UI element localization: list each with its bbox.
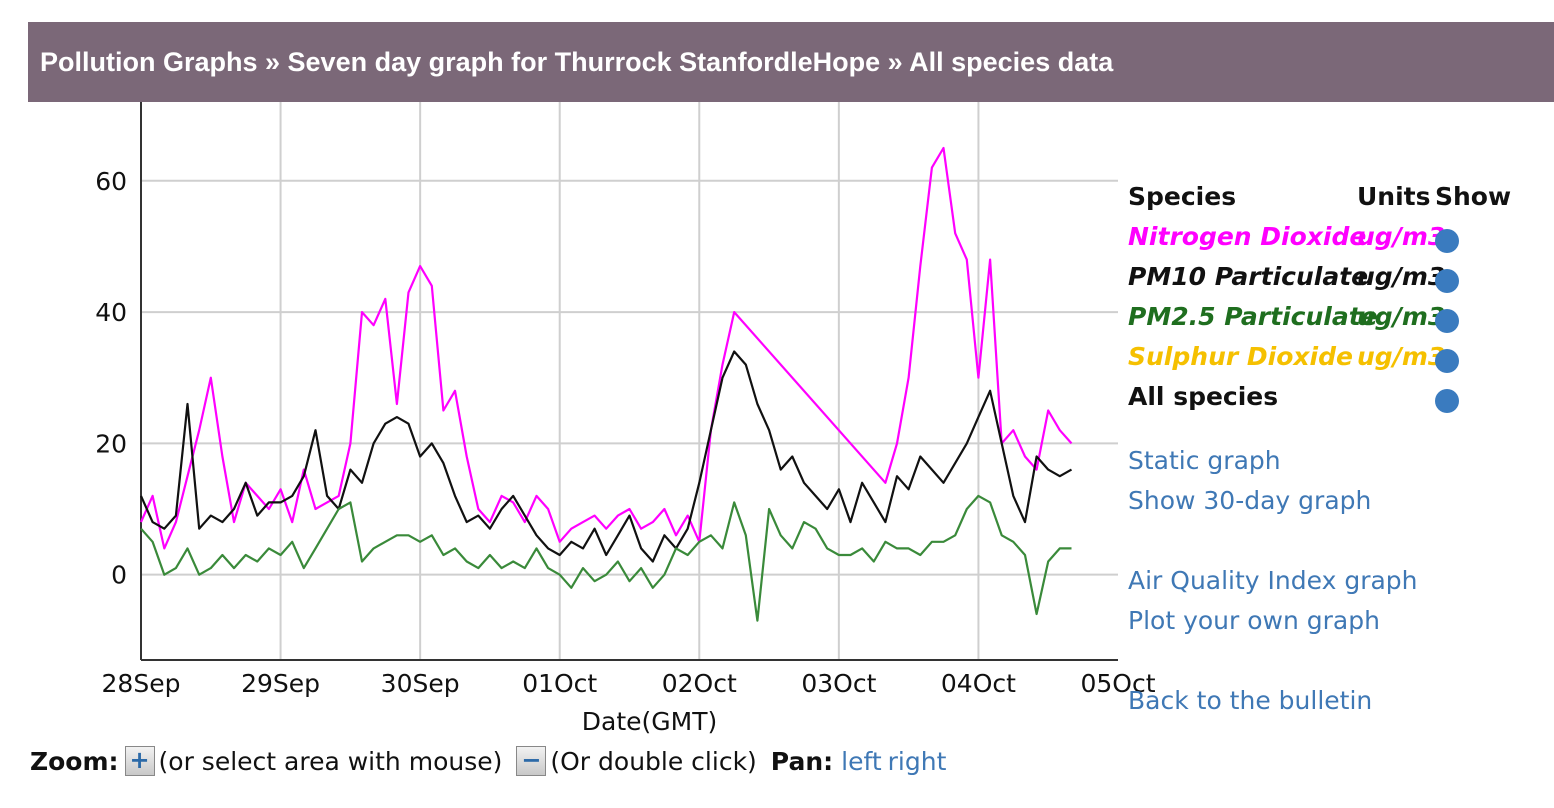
- show-toggle-sulphur-dioxide[interactable]: [1435, 349, 1459, 373]
- zoom-in-icon[interactable]: +: [124, 746, 155, 776]
- show-toggle-pm10[interactable]: [1435, 269, 1459, 293]
- legend-series-unit: ug/m3: [1357, 262, 1446, 291]
- show-30-day-graph-link[interactable]: Show 30-day graph: [1128, 486, 1372, 515]
- zoom-pan-bar: Zoom: + (or select area with mouse) − (O…: [30, 746, 946, 776]
- back-to-bulletin-link[interactable]: Back to the bulletin: [1128, 686, 1373, 715]
- page-title: Pollution Graphs » Seven day graph for T…: [40, 46, 1114, 77]
- legend-series-name: Nitrogen Dioxide: [1128, 222, 1367, 251]
- x-tick-label: 28Sep: [102, 669, 181, 698]
- legend-series-name: All species: [1128, 382, 1279, 411]
- x-tick-label: 29Sep: [241, 669, 320, 698]
- legend-series-name: PM10 Particulate: [1128, 262, 1369, 291]
- x-axis-title: Date(GMT): [582, 707, 717, 736]
- zoom-out-hint: (Or double click): [550, 746, 757, 776]
- page-title-bar: Pollution Graphs » Seven day graph for T…: [28, 22, 1554, 102]
- y-tick-label: 60: [95, 167, 127, 196]
- legend-header-units: Units: [1357, 182, 1431, 211]
- legend-series-unit: ug/m3: [1357, 302, 1446, 331]
- y-tick-label: 20: [95, 429, 127, 458]
- legend-series-name: Sulphur Dioxide: [1128, 342, 1353, 371]
- zoom-label: Zoom:: [30, 746, 119, 776]
- x-tick-label: 01Oct: [522, 669, 597, 698]
- static-graph-link[interactable]: Static graph: [1128, 446, 1281, 475]
- show-toggle-all-species[interactable]: [1435, 389, 1459, 413]
- legend-header-show: Show: [1435, 182, 1512, 211]
- y-tick-label: 40: [95, 298, 127, 327]
- air-quality-index-graph-link[interactable]: Air Quality Index graph: [1128, 566, 1418, 595]
- x-tick-label: 03Oct: [801, 669, 876, 698]
- show-toggle-pm25[interactable]: [1435, 309, 1459, 333]
- y-tick-label: 0: [111, 561, 127, 590]
- pan-left-link[interactable]: left: [841, 746, 882, 776]
- zoom-in-hint: (or select area with mouse): [158, 746, 503, 776]
- legend-series-unit: ug/m3: [1357, 342, 1446, 371]
- pan-right-link[interactable]: right: [887, 746, 947, 776]
- x-tick-label: 04Oct: [941, 669, 1016, 698]
- legend-header-species: Species: [1128, 182, 1237, 211]
- x-tick-label: 05Oct: [1080, 669, 1155, 698]
- series-line-pm2-5-particulate: [140, 494, 1072, 622]
- legend-series-unit: ug/m3: [1357, 222, 1446, 251]
- x-tick-label: 30Sep: [381, 669, 460, 698]
- pan-label: Pan:: [770, 746, 834, 776]
- x-tick-label: 02Oct: [662, 669, 737, 698]
- legend-series-name: PM2.5 Particulate: [1128, 302, 1378, 331]
- series-line-pm10-particulate: [139, 350, 1073, 563]
- show-toggle-nitrogen-dioxide[interactable]: [1435, 229, 1459, 253]
- zoom-out-icon[interactable]: −: [516, 746, 547, 776]
- plot-your-own-graph-link[interactable]: Plot your own graph: [1128, 606, 1380, 635]
